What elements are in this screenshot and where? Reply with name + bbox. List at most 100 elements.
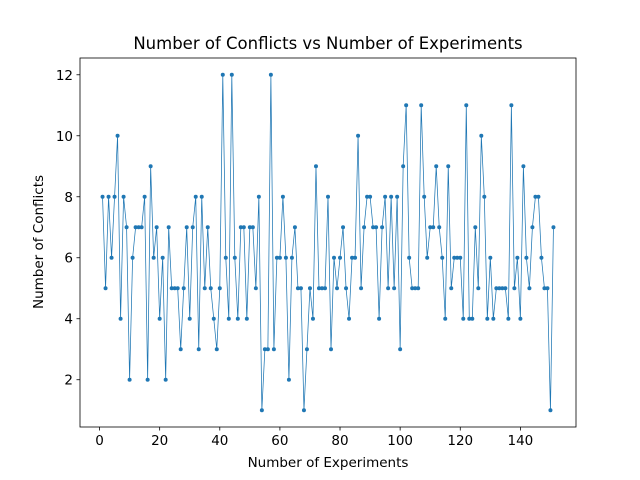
data-point <box>169 286 174 291</box>
data-point <box>524 255 529 260</box>
data-point <box>374 225 379 230</box>
data-point <box>488 255 493 260</box>
data-point <box>241 225 246 230</box>
data-point <box>133 225 138 230</box>
data-point <box>485 316 490 321</box>
data-point <box>139 225 144 230</box>
data-point <box>422 194 427 199</box>
y-tick-label: 4 <box>64 312 73 328</box>
data-point <box>295 286 300 291</box>
data-point <box>187 316 192 321</box>
data-point <box>497 286 502 291</box>
data-point <box>271 347 276 352</box>
data-point <box>154 225 159 230</box>
data-point <box>440 255 445 260</box>
data-point <box>217 286 222 291</box>
data-point <box>127 377 132 382</box>
data-point <box>208 286 213 291</box>
data-point <box>292 225 297 230</box>
data-point <box>551 225 556 230</box>
data-point <box>196 347 201 352</box>
data-point <box>455 255 460 260</box>
x-tick-label: 40 <box>211 433 228 449</box>
x-axis-label: Number of Experiments <box>248 455 409 471</box>
data-point <box>121 194 126 199</box>
data-point <box>229 72 234 77</box>
data-point <box>347 316 352 321</box>
data-point <box>353 255 358 260</box>
y-tick-label: 8 <box>64 190 73 206</box>
data-point <box>100 194 105 199</box>
data-point <box>545 286 550 291</box>
data-point <box>329 347 334 352</box>
data-point <box>157 316 162 321</box>
data-point <box>319 286 324 291</box>
data-point <box>238 225 243 230</box>
y-tick-label: 6 <box>64 251 73 267</box>
data-point <box>356 133 361 138</box>
data-point <box>298 286 303 291</box>
data-point <box>106 194 111 199</box>
data-point <box>226 316 231 321</box>
data-point <box>380 225 385 230</box>
data-point <box>190 225 195 230</box>
data-point <box>322 286 327 291</box>
data-point <box>115 133 120 138</box>
data-point <box>145 377 150 382</box>
axes-frame <box>79 57 577 428</box>
data-point <box>386 286 391 291</box>
data-point <box>404 103 409 108</box>
data-point <box>368 194 373 199</box>
data-point <box>283 255 288 260</box>
data-point <box>220 72 225 77</box>
data-point <box>274 255 279 260</box>
data-point <box>214 347 219 352</box>
data-point <box>377 316 382 321</box>
data-point <box>491 316 496 321</box>
data-point <box>503 286 508 291</box>
data-point <box>316 286 321 291</box>
data-point <box>172 286 177 291</box>
data-point <box>395 194 400 199</box>
data-point <box>307 286 312 291</box>
data-point <box>289 255 294 260</box>
data-point <box>151 255 156 260</box>
data-point <box>521 164 526 169</box>
data-point <box>506 316 511 321</box>
data-point <box>341 225 346 230</box>
data-point <box>277 255 282 260</box>
data-point <box>286 377 291 382</box>
data-point <box>332 255 337 260</box>
data-point <box>482 194 487 199</box>
data-point <box>371 225 376 230</box>
data-point <box>310 316 315 321</box>
data-point <box>148 164 153 169</box>
data-point <box>163 377 168 382</box>
data-point <box>262 347 267 352</box>
data-point <box>464 103 469 108</box>
data-point <box>542 286 547 291</box>
data-point <box>533 194 538 199</box>
data-point <box>428 225 433 230</box>
data-point <box>383 194 388 199</box>
data-point <box>407 255 412 260</box>
data-point <box>518 316 523 321</box>
data-point <box>184 225 189 230</box>
data-point <box>458 255 463 260</box>
data-point <box>124 225 129 230</box>
data-point <box>392 286 397 291</box>
x-tick-label: 60 <box>271 433 288 449</box>
y-axis-label: Number of Conflicts <box>31 175 47 309</box>
data-point <box>118 316 123 321</box>
data-point <box>509 103 514 108</box>
data-point <box>389 194 394 199</box>
data-point <box>166 225 171 230</box>
data-point <box>494 286 499 291</box>
data-point <box>452 255 457 260</box>
data-point <box>235 316 240 321</box>
data-point <box>193 194 198 199</box>
data-point <box>268 72 273 77</box>
data-point <box>202 286 207 291</box>
data-point <box>256 194 261 199</box>
y-tick-label: 10 <box>56 129 73 145</box>
